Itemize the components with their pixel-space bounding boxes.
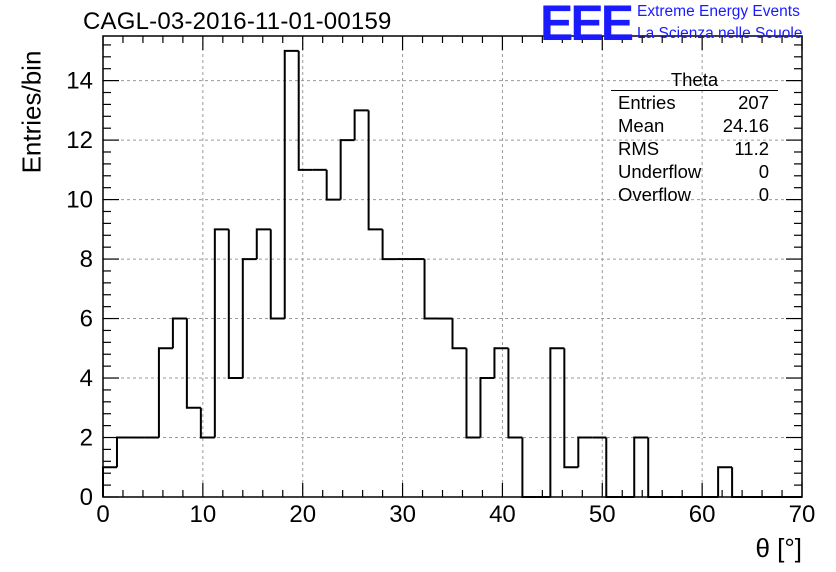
x-axis-label: θ [°] [755, 533, 802, 563]
stats-row: Underflow 0 [611, 160, 778, 183]
histogram-bin [647, 437, 663, 498]
chart-title: CAGL-03-2016-11-01-00159 [83, 8, 392, 35]
y-axis-label: Entries/bin [16, 50, 47, 174]
histogram-bin [297, 50, 313, 171]
x-tick-label: 50 [589, 501, 616, 528]
histogram-bin [339, 139, 355, 200]
histogram-bin [493, 347, 509, 379]
histogram-bin [241, 258, 257, 379]
y-tick-label: 4 [80, 365, 93, 392]
histogram-bin [465, 348, 481, 439]
histogram-bin [563, 348, 579, 469]
histogram-bin [213, 228, 229, 438]
histogram-bin [507, 348, 523, 439]
eee-logo: EEE [540, 0, 634, 51]
logo-line-1: Extreme Energy Events [637, 3, 800, 20]
y-tick-label: 8 [80, 246, 93, 273]
histogram-bin [283, 49, 299, 319]
histogram-bin [199, 407, 215, 439]
stats-label: Overflow [618, 184, 691, 205]
x-tick-label: 20 [289, 501, 316, 528]
x-tick-label: 30 [389, 501, 416, 528]
histogram-bin [255, 228, 271, 260]
histogram-bin [577, 436, 593, 468]
x-tick-label: 70 [789, 501, 816, 528]
stats-value: 24.16 [722, 115, 769, 136]
histogram-bin [171, 317, 187, 349]
y-tick-label: 10 [66, 187, 93, 214]
x-tick-label: 60 [689, 501, 716, 528]
y-tick-label: 2 [80, 425, 93, 452]
histogram-bin [115, 436, 131, 468]
stats-row: Mean 24.16 [611, 114, 778, 137]
stats-row: RMS 11.2 [611, 137, 778, 160]
x-tick-label: 40 [489, 501, 516, 528]
histogram-bin [521, 437, 537, 498]
y-tick-label: 0 [80, 484, 93, 511]
stats-label: Mean [618, 115, 665, 136]
stats-box: Theta Entries 207 Mean 24.16 RMS 11.2 Un… [611, 70, 778, 206]
histogram-bin [423, 259, 439, 320]
plot-frame [102, 35, 803, 498]
histogram-bin [157, 347, 173, 438]
stats-label: Entries [618, 92, 676, 113]
stats-row: Overflow 0 [611, 183, 778, 206]
stats-label: Underflow [618, 161, 702, 182]
y-tick-label: 14 [66, 68, 93, 95]
stats-value: 11.2 [734, 138, 769, 159]
histogram-bin [717, 466, 733, 497]
x-tick-label: 0 [96, 501, 109, 528]
y-tick-label: 6 [80, 306, 93, 333]
stats-title: Theta [611, 70, 778, 91]
histogram-bin [367, 110, 383, 231]
histogram-bin [549, 347, 565, 497]
histogram-bin [325, 169, 341, 201]
histogram-bin [479, 377, 495, 438]
x-tick-label: 10 [190, 501, 217, 528]
stats-row: Entries 207 [611, 91, 778, 114]
histogram-bin [605, 437, 621, 498]
histogram-bin [451, 318, 467, 350]
histogram-bin [269, 229, 285, 320]
histogram-bin [227, 229, 243, 380]
histogram-bin [731, 467, 747, 498]
stats-value: 207 [738, 92, 769, 113]
stats-value: 0 [758, 184, 769, 205]
logo-line-2: La Scienza nelle Scuole [637, 25, 803, 42]
histogram-bin [185, 318, 201, 409]
histogram-bin [102, 466, 117, 497]
stats-label: RMS [618, 138, 660, 159]
y-tick-label: 12 [66, 127, 93, 154]
histogram-bin [633, 436, 649, 497]
histogram-bin [353, 109, 369, 141]
histogram-bin [381, 229, 397, 261]
stats-value: 0 [758, 161, 769, 182]
